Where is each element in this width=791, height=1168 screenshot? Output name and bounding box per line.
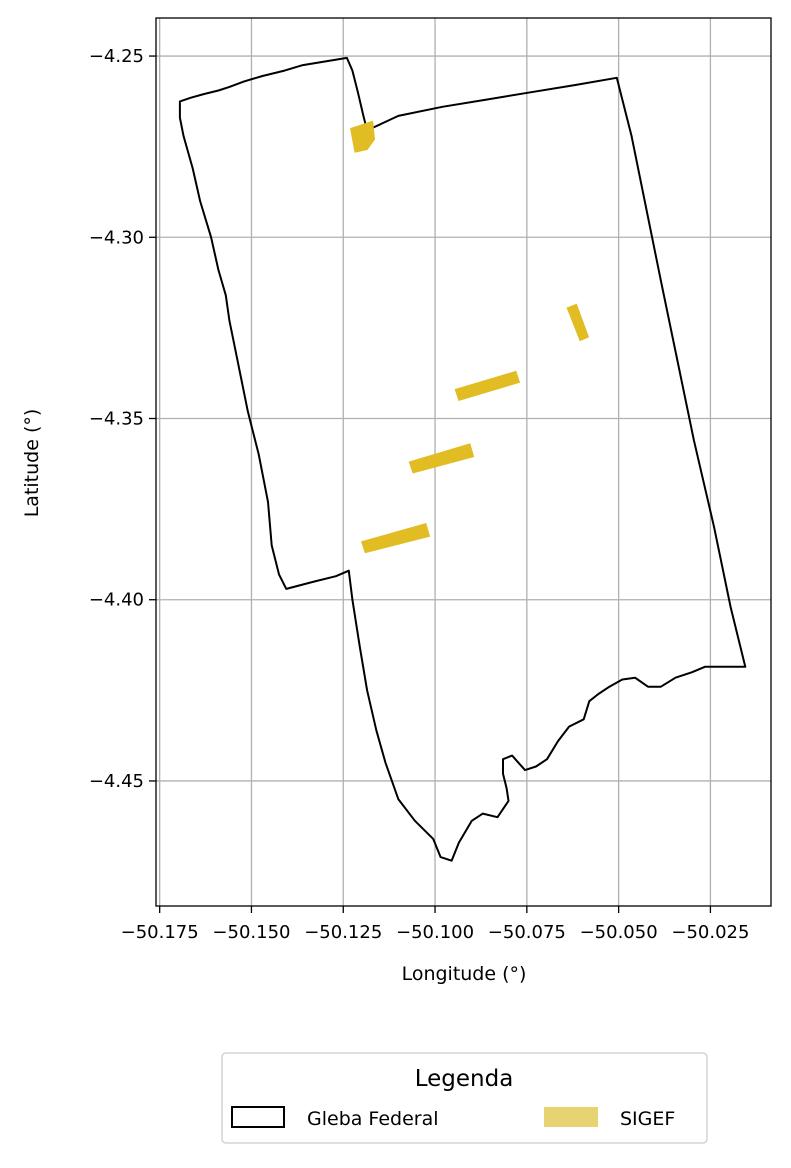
- legend-title: Legenda: [415, 1066, 514, 1092]
- gleba-federal-boundary: [178, 56, 747, 862]
- x-tick-label: −50.100: [396, 922, 474, 943]
- y-axis-label: Latitude (°): [21, 409, 43, 518]
- x-tick-label: −50.150: [212, 922, 290, 943]
- plot-background: [156, 18, 771, 906]
- sigef-parcel-5: [566, 303, 590, 342]
- legend-label-sigef: SIGEF: [620, 1108, 675, 1130]
- legend-label-gleba-federal: Gleba Federal: [307, 1108, 439, 1130]
- x-tick-label: −50.125: [304, 922, 382, 943]
- legend-swatch-gleba-federal: [231, 1106, 285, 1128]
- legend: Legenda Gleba Federal SIGEF: [221, 1052, 708, 1144]
- x-tick-label: −50.075: [488, 922, 566, 943]
- x-tick-label: −50.175: [121, 922, 199, 943]
- sigef-parcel-4: [360, 522, 431, 554]
- y-tick-label: −4.35: [89, 409, 144, 430]
- sigef-parcel-3: [408, 443, 475, 474]
- legend-swatch-sigef: [544, 1107, 598, 1127]
- x-tick-label: −50.050: [580, 922, 658, 943]
- y-tick-label: −4.30: [89, 227, 144, 248]
- y-tick-label: −4.45: [89, 771, 144, 792]
- y-tick-label: −4.25: [89, 46, 144, 67]
- x-axis-label: Longitude (°): [402, 963, 527, 985]
- sigef-parcel-2: [454, 370, 521, 402]
- x-tick-label: −50.025: [671, 922, 749, 943]
- plot-area: −50.175 −50.150 −50.125 −50.100 −50.075 −50.0…: [89, 17, 772, 943]
- y-tick-label: −4.40: [89, 590, 144, 611]
- axes-frame: [155, 17, 772, 907]
- sigef-parcel-1: [350, 120, 376, 153]
